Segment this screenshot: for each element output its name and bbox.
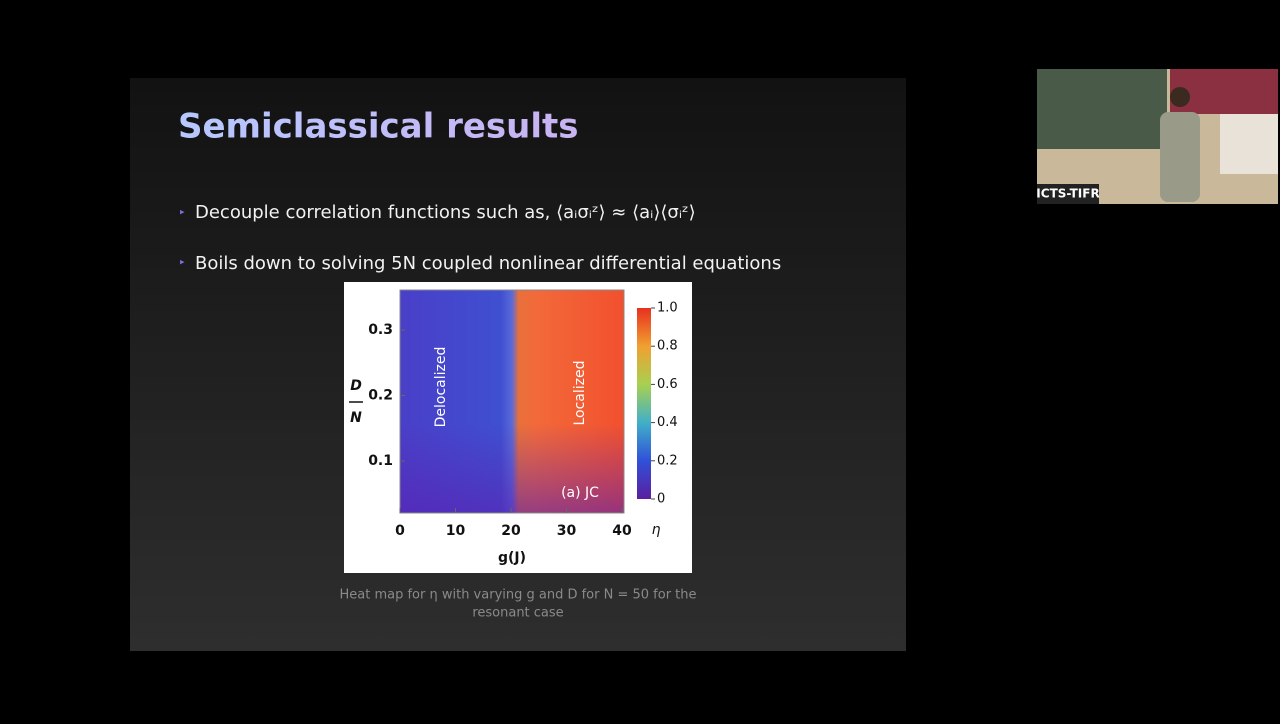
figure: Delocalized Localized (a) JC g(J) D N η … [344,282,692,573]
colorbar-tick-label: 0 [657,492,665,507]
x-tick-label: 40 [612,523,632,539]
colorbar [637,308,651,499]
y-tick-label: 0.1 [368,453,393,469]
bullet: Boils down to solving 5N coupled nonline… [195,253,781,274]
x-tick-label: 20 [501,523,521,539]
caption: resonant case [472,606,563,621]
x-tick-label: 0 [395,523,405,539]
region-label: Localized [572,360,588,425]
y-axis-label: D [350,378,362,394]
blackboard [1037,69,1167,149]
x-axis-label: g(J) [498,550,526,566]
bullet: Decouple correlation functions such as, … [195,202,696,223]
x-tick-label: 10 [446,523,466,539]
colorbar-tick-label: 0.4 [657,415,678,430]
heatmap-shade [400,290,624,513]
plot-frame [399,289,625,514]
colorbar-label: η [652,522,661,538]
colorbar-tick-label: 1.0 [657,301,678,316]
bullet-marker: ▸ [180,258,185,268]
panel-label: (a) JC [561,485,599,501]
colorbar-tick-label: 0.6 [657,377,678,392]
slide-title: Semiclassical results [178,107,579,147]
webcam-label-bg [1037,184,1099,204]
colorbar-tick-label: 0.8 [657,339,678,354]
webcam-label: ICTS-TIFR [1036,187,1099,201]
y-tick-label: 0.2 [368,388,393,404]
region-label: Delocalized [433,347,449,428]
x-tick-label: 30 [557,523,577,539]
y-tick-label: 0.3 [368,322,393,338]
colorbar-tick-label: 0.2 [657,453,678,468]
y-axis-label: N [350,410,362,426]
speaker-head [1170,87,1190,107]
speaker [1160,112,1200,202]
webcam: ICTS-TIFR [1036,69,1278,204]
bullet-marker: ▸ [180,208,185,218]
wall [1220,114,1278,174]
caption: Heat map for η with varying g and D for … [339,588,696,603]
